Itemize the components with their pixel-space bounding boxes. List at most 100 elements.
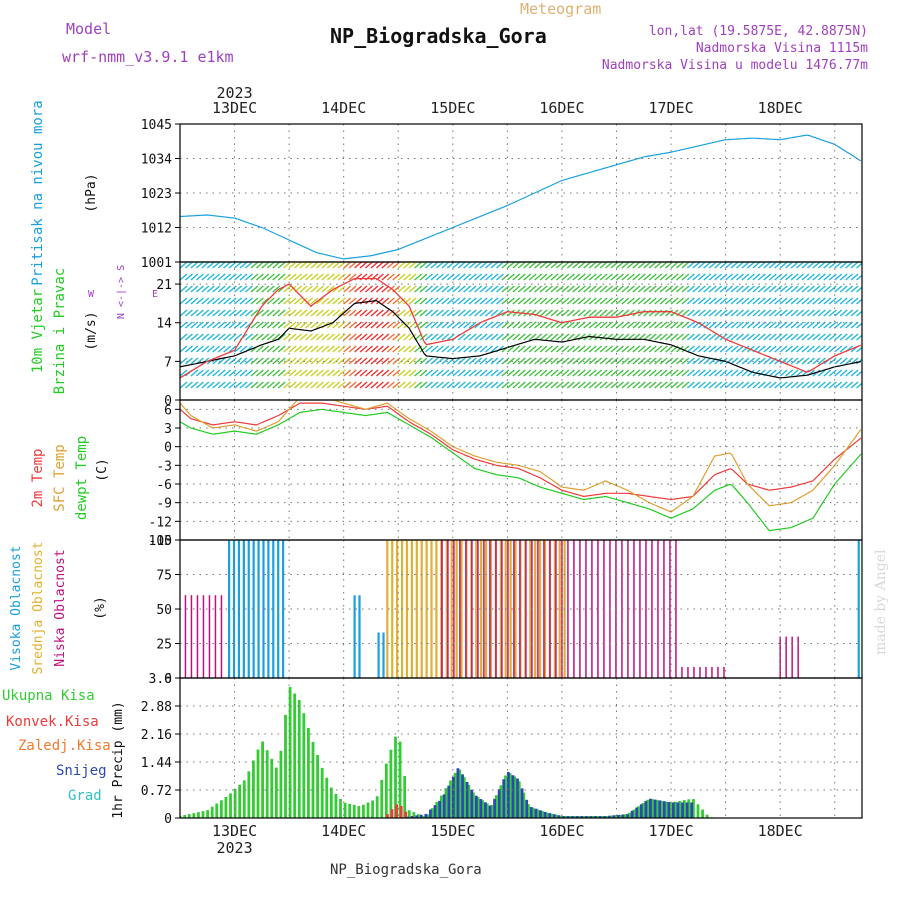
wind-barb	[834, 333, 843, 341]
wind-barb	[392, 309, 401, 317]
wind-barb	[245, 273, 253, 281]
ytick-label: 0	[164, 394, 172, 409]
wind-barb	[556, 309, 564, 317]
wind-barb	[523, 297, 532, 305]
wind-barb	[392, 297, 401, 305]
wind-barb	[528, 273, 537, 281]
wind-barb	[528, 297, 537, 305]
wind-barb	[686, 297, 695, 305]
wind-barb	[828, 321, 837, 329]
wind-barb	[370, 333, 379, 341]
wind-barb	[561, 273, 570, 281]
wind-barb	[419, 333, 428, 341]
wind-barb	[386, 345, 395, 353]
wind-barb	[180, 309, 188, 317]
wind-barb	[239, 273, 248, 281]
wind-barb	[654, 333, 663, 341]
wind-barb	[632, 262, 641, 269]
wind-barb	[446, 369, 455, 377]
wind-barb	[806, 309, 815, 317]
wind-barb	[632, 297, 641, 305]
wind-barb	[468, 273, 477, 281]
precip-bar	[456, 768, 460, 818]
wind-barb	[512, 285, 521, 293]
precip-bar	[366, 802, 370, 818]
panel-2	[180, 400, 862, 540]
wind-barb	[446, 297, 455, 305]
wind-barb	[321, 309, 330, 317]
wind-barb	[425, 273, 433, 281]
wind-barb	[441, 357, 450, 365]
wind-barb	[725, 262, 734, 269]
wind-barb	[266, 297, 275, 305]
wind-barb	[785, 285, 794, 293]
wind-barb	[315, 285, 324, 293]
wind-barb	[599, 321, 608, 329]
wind-barb	[408, 345, 417, 353]
wind-barb	[283, 381, 292, 389]
wind-barb	[708, 345, 717, 353]
wind-barb	[610, 369, 619, 377]
wind-barb	[812, 345, 821, 353]
wind-barb	[861, 327, 862, 328]
wind-barb	[583, 369, 592, 377]
wind-barb	[790, 262, 799, 269]
wind-barb	[768, 262, 777, 269]
ytick-label: 1023	[141, 187, 172, 202]
wind-barb	[550, 297, 559, 305]
wind-barb	[697, 262, 706, 269]
wind-barb	[506, 345, 515, 353]
wind-barb	[736, 381, 744, 389]
wind-barb	[561, 381, 570, 389]
wind-barb	[746, 273, 755, 281]
precip-bar	[545, 812, 549, 818]
precip-bar	[256, 749, 260, 818]
wind-barb	[528, 357, 537, 365]
wind-barb	[419, 297, 428, 305]
wind-barb	[714, 285, 723, 293]
wind-barb	[523, 285, 532, 293]
wind-barb	[430, 309, 439, 317]
wind-barb	[370, 309, 379, 317]
wind-barb	[703, 381, 712, 389]
wind-barb	[190, 345, 199, 353]
wind-barb	[250, 357, 259, 365]
precip-bar	[394, 736, 397, 818]
wind-barb	[736, 345, 744, 353]
wind-barb	[626, 381, 635, 389]
wind-barb	[250, 262, 259, 269]
wind-barb	[495, 369, 504, 377]
wind-barb	[774, 369, 783, 377]
wind-barb	[730, 262, 739, 269]
wind-barb	[468, 381, 477, 389]
wind-barb	[686, 285, 695, 293]
wind-barb	[354, 333, 363, 341]
wind-barb	[801, 381, 810, 389]
precip-bar	[598, 816, 602, 818]
wind-barb	[234, 345, 243, 353]
wind-barb	[392, 357, 401, 365]
wind-barb	[245, 297, 253, 305]
precip-bar	[568, 816, 572, 818]
wind-barb	[861, 387, 862, 388]
wind-barb	[463, 369, 472, 377]
wind-barb	[839, 381, 848, 389]
wind-barb	[621, 309, 630, 317]
wind-barb	[223, 297, 232, 305]
wind-barb	[206, 297, 215, 305]
wind-barb	[681, 262, 690, 269]
wind-barb	[490, 285, 499, 293]
wind-barb	[545, 262, 554, 269]
wind-barb	[768, 273, 777, 281]
precip-bar	[655, 799, 659, 818]
ytick-label: 1034	[141, 153, 172, 168]
wind-barb	[703, 285, 712, 293]
wind-barb	[692, 273, 701, 281]
wind-barb	[763, 381, 772, 389]
precip-bar	[682, 800, 686, 818]
wind-barb	[817, 297, 826, 305]
wind-barb	[272, 262, 281, 269]
ylabel-dew: dewpt Temp	[74, 436, 90, 520]
precip-bar	[493, 798, 496, 818]
lonlat-label: lon,lat (19.5875E, 42.8875N)	[648, 24, 868, 39]
